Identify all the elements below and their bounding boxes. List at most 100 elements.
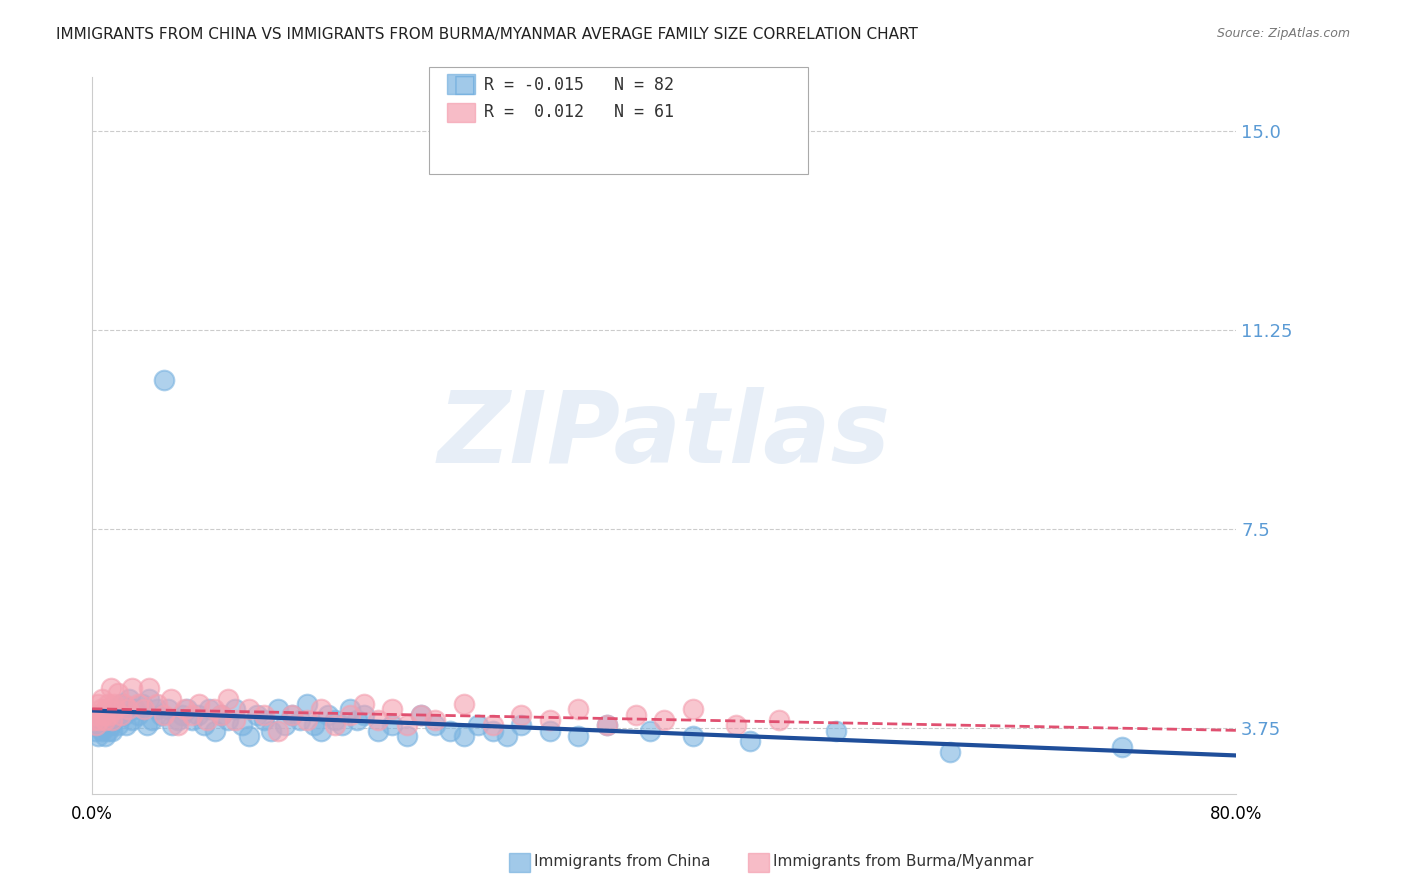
Point — [453, 697, 475, 711]
Point — [101, 713, 124, 727]
Point — [209, 707, 232, 722]
Point — [162, 718, 184, 732]
Point — [94, 729, 117, 743]
Point — [238, 702, 260, 716]
Text: R = -0.015   N = 82: R = -0.015 N = 82 — [484, 76, 673, 94]
Point — [538, 723, 561, 738]
Point — [107, 686, 129, 700]
Point — [90, 702, 112, 716]
Point — [103, 713, 125, 727]
Point — [238, 729, 260, 743]
Point — [425, 713, 447, 727]
Text: R =  0.012   N = 61: R = 0.012 N = 61 — [484, 103, 673, 121]
Point — [567, 702, 589, 716]
Point — [127, 707, 149, 722]
Text: Source: ZipAtlas.com: Source: ZipAtlas.com — [1216, 27, 1350, 40]
Point — [89, 707, 111, 722]
Point — [132, 702, 155, 716]
Point — [91, 691, 114, 706]
Point — [381, 718, 404, 732]
Point — [98, 707, 121, 722]
Point — [84, 723, 107, 738]
Point — [281, 707, 304, 722]
Point — [217, 713, 239, 727]
Point — [395, 718, 418, 732]
Point — [98, 707, 121, 722]
Point — [145, 697, 167, 711]
Point — [339, 707, 361, 722]
Point — [104, 702, 127, 716]
Point — [596, 718, 619, 732]
Point — [596, 718, 619, 732]
Point — [481, 718, 503, 732]
Point — [167, 718, 190, 732]
Point — [124, 702, 146, 716]
Point — [181, 707, 204, 722]
Point — [367, 713, 389, 727]
Point — [152, 707, 174, 722]
Point — [138, 691, 160, 706]
Point — [246, 707, 269, 722]
Point — [110, 697, 132, 711]
Point — [167, 713, 190, 727]
Text: ZIPatlas: ZIPatlas — [437, 387, 891, 484]
Point — [93, 713, 115, 727]
Point — [367, 723, 389, 738]
Point — [141, 713, 163, 727]
Point — [453, 729, 475, 743]
Point — [127, 697, 149, 711]
Point — [87, 697, 110, 711]
Point — [724, 718, 747, 732]
Point — [316, 707, 339, 722]
Point — [135, 718, 157, 732]
Point — [353, 697, 375, 711]
Point — [267, 702, 290, 716]
Point — [97, 697, 120, 711]
Point — [538, 713, 561, 727]
Point — [181, 713, 204, 727]
Point — [104, 702, 127, 716]
Point — [83, 718, 105, 732]
Point — [510, 707, 533, 722]
Point — [96, 718, 118, 732]
Point — [115, 718, 138, 732]
Point — [309, 723, 332, 738]
Point — [156, 702, 179, 716]
Point — [217, 691, 239, 706]
Point — [100, 681, 122, 695]
Point — [121, 713, 143, 727]
Point — [90, 718, 112, 732]
Point — [195, 713, 218, 727]
Point — [224, 713, 246, 727]
Point — [824, 723, 846, 738]
Point — [86, 718, 108, 732]
Point — [83, 713, 105, 727]
Point — [253, 713, 276, 727]
Point — [93, 707, 115, 722]
Point — [288, 713, 311, 727]
Text: Immigrants from Burma/Myanmar: Immigrants from Burma/Myanmar — [773, 855, 1033, 869]
Point — [174, 702, 197, 716]
Point — [110, 707, 132, 722]
Text: IMMIGRANTS FROM CHINA VS IMMIGRANTS FROM BURMA/MYANMAR AVERAGE FAMILY SIZE CORRE: IMMIGRANTS FROM CHINA VS IMMIGRANTS FROM… — [56, 27, 918, 42]
Point — [138, 681, 160, 695]
Point — [202, 702, 225, 716]
Point — [253, 707, 276, 722]
Point — [738, 734, 761, 748]
Point — [510, 718, 533, 732]
Point — [204, 723, 226, 738]
Point — [439, 723, 461, 738]
Point — [281, 707, 304, 722]
Point — [295, 713, 318, 727]
Text: □: □ — [453, 73, 477, 96]
Point — [309, 702, 332, 716]
Point — [176, 702, 198, 716]
Point — [103, 697, 125, 711]
Point — [768, 713, 790, 727]
Point — [87, 729, 110, 743]
Point — [332, 718, 354, 732]
Point — [353, 707, 375, 722]
Point — [346, 713, 368, 727]
Point — [409, 707, 432, 722]
Point — [652, 713, 675, 727]
